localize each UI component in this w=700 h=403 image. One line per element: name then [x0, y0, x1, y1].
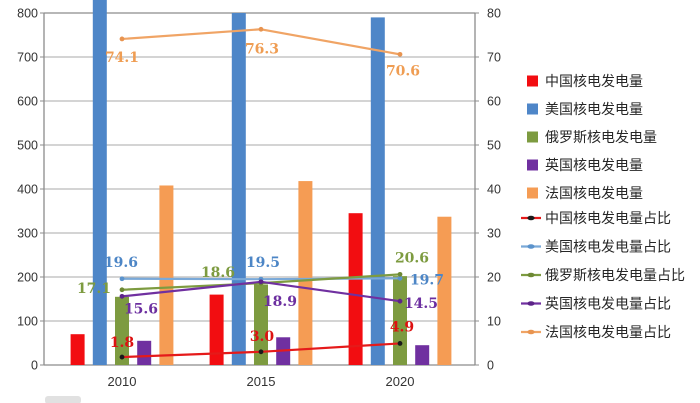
legend-item-usa-ratio: 美国核电发电量占比	[521, 239, 671, 255]
legend-label-usa: 美国核电发电量	[545, 101, 643, 117]
data-label-russia-ratio-2020: 20.6	[395, 250, 429, 266]
point-china-ratio-2010	[119, 354, 125, 360]
watermark-fragment	[45, 396, 81, 403]
legend-item-uk-ratio: 英国核电发电量占比	[521, 296, 671, 312]
y-axis-left-label: 0	[31, 359, 38, 373]
y-axis-right-label: 50	[487, 139, 501, 153]
legend-label-uk: 英国核电发电量	[545, 157, 643, 173]
data-label-russia-ratio-2010: 17.1	[77, 281, 111, 297]
data-label-china-ratio-2015: 3.0	[250, 329, 275, 345]
y-axis-right-label: 20	[487, 271, 501, 285]
legend-swatch-france	[527, 187, 538, 199]
bar-france-2020	[437, 216, 452, 365]
legend-point-marker-uk-ratio	[527, 301, 535, 306]
legend-item-russia-ratio: 俄罗斯核电发电量占比	[521, 267, 685, 283]
data-label-russia-ratio-2015: 18.6	[201, 265, 235, 281]
data-label-uk-ratio-2015: 18.9	[263, 294, 297, 310]
legend-swatch-russia	[527, 131, 538, 143]
point-russia-ratio-2020	[397, 271, 403, 277]
y-axis-right-label: 70	[487, 51, 501, 65]
point-france-ratio-2020	[397, 51, 403, 57]
bar-usa-2020	[370, 17, 385, 366]
y-axis-right-label: 10	[487, 315, 501, 329]
legend-swatch-usa	[527, 103, 538, 115]
data-label-china-ratio-2020: 4.9	[390, 319, 414, 335]
y-axis-left-label: 300	[17, 227, 38, 241]
bar-china-2020	[348, 213, 363, 365]
y-axis-left-label: 200	[17, 271, 38, 285]
y-axis-right-label: 30	[487, 227, 501, 241]
y-axis-right-label: 40	[487, 183, 501, 197]
point-usa-ratio-2020	[397, 275, 403, 281]
legend-label-france: 法国核电发电量	[545, 185, 643, 201]
point-china-ratio-2015	[258, 349, 264, 355]
legend-point-marker-usa-ratio	[527, 244, 535, 249]
legend-label-russia: 俄罗斯核电发电量	[545, 129, 657, 145]
y-axis-left-label: 400	[17, 183, 38, 197]
legend-label-china: 中国核电发电量	[545, 73, 643, 89]
data-label-china-ratio-2010: 1.8	[110, 335, 134, 351]
point-france-ratio-2010	[119, 36, 125, 42]
bar-russia-2010	[115, 296, 129, 365]
point-uk-ratio-2010	[119, 293, 125, 299]
data-label-france-ratio-2015: 76.3	[245, 41, 279, 57]
legend-item-france-ratio: 法国核电发电量占比	[521, 324, 671, 340]
legend-item-france: 法国核电发电量	[527, 185, 643, 201]
bar-usa-2015	[231, 13, 246, 365]
legend-item-china: 中国核电发电量	[527, 73, 643, 89]
y-axis-right-label: 80	[487, 7, 501, 21]
point-russia-ratio-2010	[119, 287, 125, 293]
bar-uk-2010	[137, 340, 152, 365]
bar-france-2010	[159, 185, 174, 365]
y-axis-left-label: 500	[17, 139, 38, 153]
legend-swatch-uk	[527, 159, 538, 171]
bar-usa-2010	[92, 0, 107, 365]
legend-label-russia-ratio: 俄罗斯核电发电量占比	[545, 267, 685, 283]
legend-item-china-ratio: 中国核电发电量占比	[521, 210, 671, 226]
bar-uk-2020	[415, 345, 430, 365]
point-china-ratio-2020	[397, 341, 403, 346]
y-axis-left-label: 700	[17, 51, 38, 65]
data-label-uk-ratio-2020: 14.5	[404, 296, 438, 312]
legend-item-usa: 美国核电发电量	[527, 101, 643, 117]
data-label-usa-ratio-2015: 19.5	[246, 255, 280, 271]
legend-item-uk: 英国核电发电量	[527, 157, 643, 173]
legend-point-marker-russia-ratio	[527, 272, 535, 278]
data-label-france-ratio-2010: 74.1	[105, 50, 139, 66]
bar-france-2015	[298, 181, 313, 365]
legend-item-russia: 俄罗斯核电发电量	[527, 129, 657, 145]
x-axis-label: 2020	[386, 374, 415, 389]
y-axis-left-label: 800	[17, 7, 38, 21]
x-axis-label: 2010	[108, 374, 137, 389]
bar-china-2010	[70, 334, 85, 365]
data-label-usa-ratio-2020: 19.7	[410, 272, 444, 288]
y-axis-left-label: 600	[17, 95, 38, 109]
legend-label-china-ratio: 中国核电发电量占比	[545, 210, 671, 226]
point-france-ratio-2015	[258, 26, 264, 32]
legend-point-marker-france-ratio	[527, 329, 535, 335]
legend-label-usa-ratio: 美国核电发电量占比	[545, 239, 671, 255]
x-axis-label: 2015	[247, 374, 276, 389]
data-label-uk-ratio-2010: 15.6	[124, 301, 158, 317]
y-axis-right-label: 0	[487, 359, 494, 373]
point-uk-ratio-2020	[397, 298, 403, 304]
bar-russia-2015	[254, 284, 268, 365]
data-label-usa-ratio-2010: 19.6	[104, 255, 138, 271]
y-axis-left-label: 100	[17, 315, 38, 329]
point-uk-ratio-2015	[258, 279, 264, 285]
legend-label-france-ratio: 法国核电发电量占比	[545, 324, 671, 340]
bar-china-2015	[209, 294, 224, 365]
legend-swatch-china	[527, 75, 538, 87]
data-label-france-ratio-2020: 70.6	[386, 63, 420, 79]
point-usa-ratio-2010	[119, 276, 125, 282]
legend-point-marker-china-ratio	[527, 215, 535, 221]
legend-label-uk-ratio: 英国核电发电量占比	[545, 296, 671, 312]
y-axis-right-label: 60	[487, 95, 501, 109]
